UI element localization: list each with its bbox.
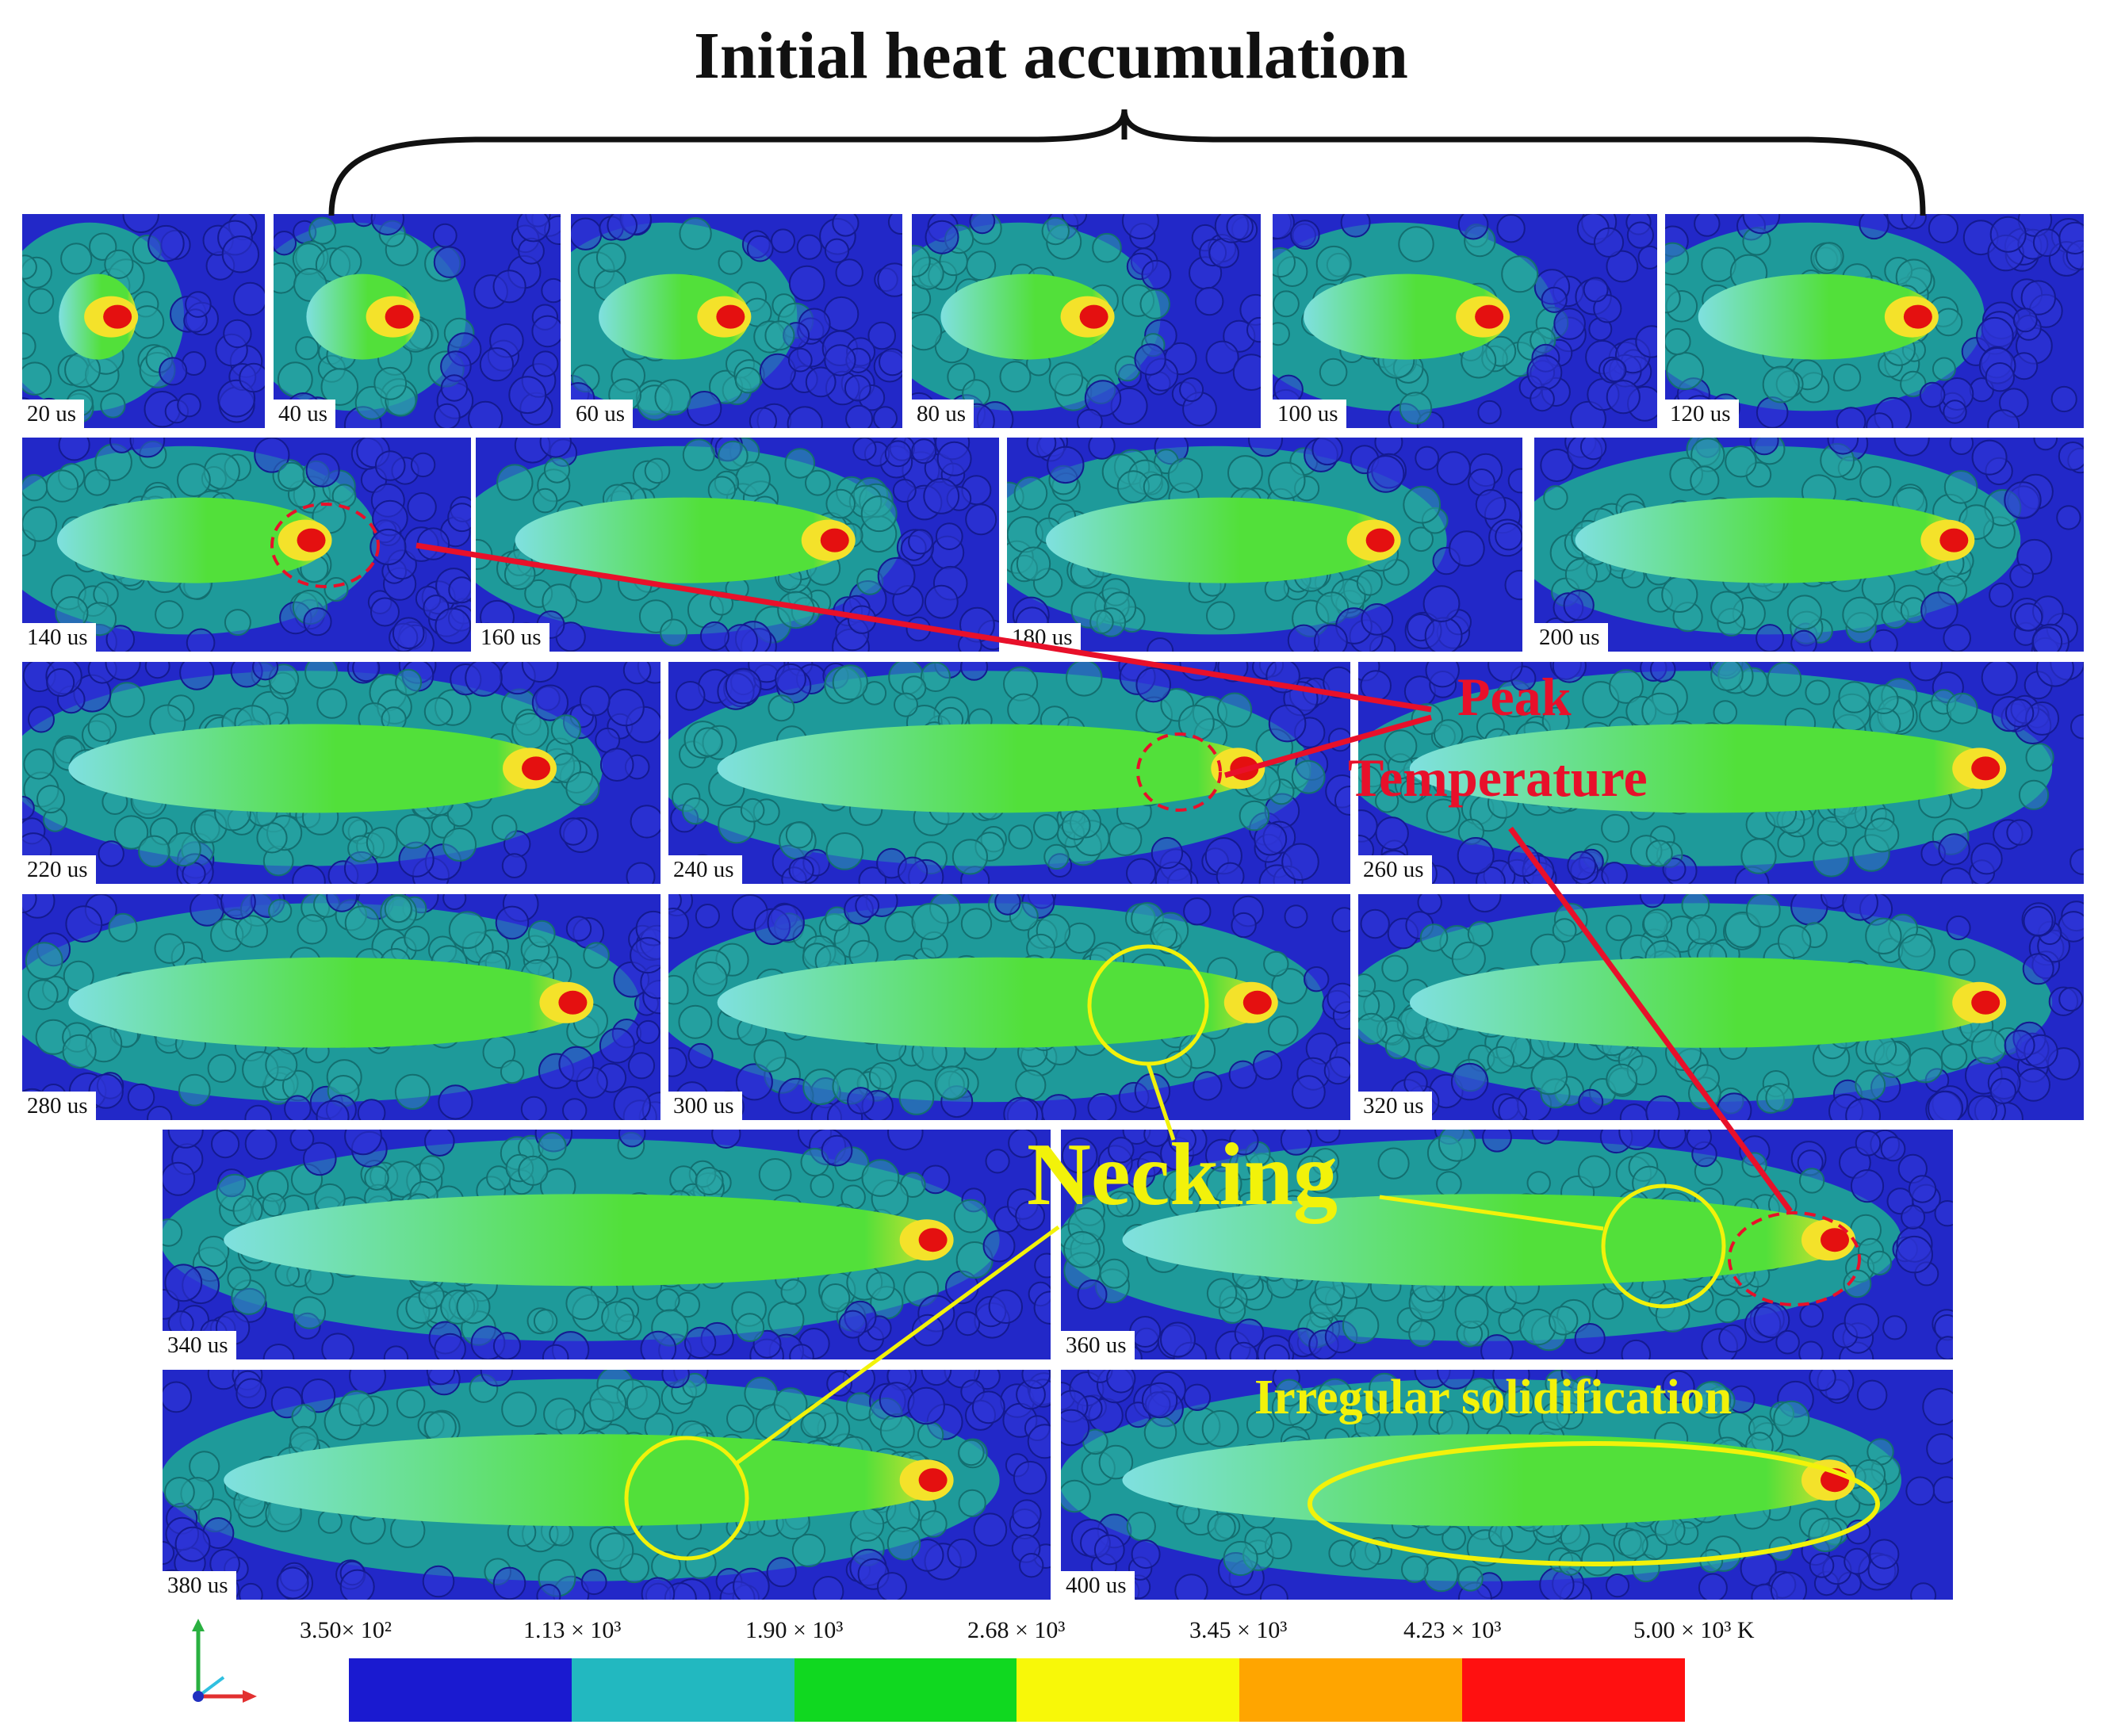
snapshot-panel: 400 us [1061,1370,1953,1600]
colorbar-segment [571,1658,794,1722]
necking-marker-360us [1601,1183,1726,1309]
time-label: 260 us [1358,855,1432,884]
time-label: 360 us [1061,1331,1135,1359]
snapshot-panel: 200 us [1534,438,2084,652]
snapshot-panel: 120 us [1665,214,2084,428]
peak-leader-1 [415,542,1432,713]
peak-marker-240us [1136,732,1222,812]
necking-marker-380us [624,1436,749,1561]
necking-leader-2 [1379,1195,1604,1231]
time-label: 200 us [1534,623,1608,652]
time-label: 140 us [22,623,96,652]
colorbar-segment [794,1658,1017,1722]
snapshot-panel: 320 us [1358,894,2084,1120]
snapshot-panel: 40 us [274,214,561,428]
colorbar-segment [1239,1658,1463,1722]
peak-label-line1: Peak [1457,667,1572,727]
snapshot-panel: 180 us [1007,438,1522,652]
snapshot-panel: 280 us [22,894,660,1120]
irregular-solidification-marker [1308,1441,1880,1566]
colorbar-segment [349,1658,572,1722]
peak-leader-3 [1508,826,1793,1214]
snapshot-panel: 100 us [1273,214,1657,428]
snapshot-panel: 60 us [571,214,902,428]
snapshot-panel: 240 us [668,662,1350,884]
colorbar-segment [1017,1658,1240,1722]
snapshot-panel: 360 us [1061,1130,1953,1359]
time-label: 280 us [22,1092,96,1120]
snapshot-panel: 160 us [476,438,999,652]
colorbar-tick-label: 4.23 × 10³ [1403,1617,1502,1643]
snapshot-panel: 220 us [22,662,660,884]
time-label: 240 us [668,855,742,884]
time-label: 20 us [22,400,85,428]
time-label: 220 us [22,855,96,884]
necking-marker-300us [1087,944,1209,1066]
temperature-colorbar [349,1658,1685,1722]
snapshot-panel: 340 us [163,1130,1051,1359]
irregular-solidification-label: Irregular solidification [1254,1371,1733,1424]
colorbar-tick-label: 1.90 × 10³ [745,1617,844,1643]
colorbar-tick-label: 3.45 × 10³ [1189,1617,1288,1643]
colorbar-tick-label: 3.50× 10² [300,1617,392,1643]
necking-leader-3 [736,1225,1060,1465]
colorbar-tick-label: 1.13 × 10³ [523,1617,622,1643]
colorbar-tick-label: 2.68 × 10³ [967,1617,1066,1643]
colorbar-segment [1462,1658,1685,1722]
axes-triad-icon [192,1619,257,1703]
time-label: 300 us [668,1092,742,1120]
figure-title: Initial heat accumulation [694,19,1408,93]
peak-label-line2: Temperature [1348,748,1648,808]
time-label: 120 us [1665,400,1739,428]
time-label: 100 us [1273,400,1346,428]
peak-marker-360us [1728,1211,1861,1306]
time-label: 40 us [274,400,336,428]
necking-label: Necking [1027,1126,1338,1224]
time-label: 60 us [571,400,634,428]
time-label: 340 us [163,1331,236,1359]
time-label: 380 us [163,1571,236,1600]
snapshot-panel: 260 us [1358,662,2084,884]
time-label: 400 us [1061,1571,1135,1600]
colorbar-tick-label: 5.00 × 10³ K [1633,1617,1755,1643]
necking-leader-1 [1146,1063,1176,1141]
time-label: 160 us [476,623,549,652]
time-label: 80 us [912,400,974,428]
peak-leader-2 [1224,714,1432,778]
peak-marker-140us [270,503,380,588]
snapshot-panel: 300 us [668,894,1350,1120]
snapshot-panel: 140 us [22,438,471,652]
snapshot-panel: 380 us [163,1370,1051,1600]
snapshot-panel: 80 us [912,214,1261,428]
time-label: 320 us [1358,1092,1432,1120]
snapshot-panel: 20 us [22,214,265,428]
